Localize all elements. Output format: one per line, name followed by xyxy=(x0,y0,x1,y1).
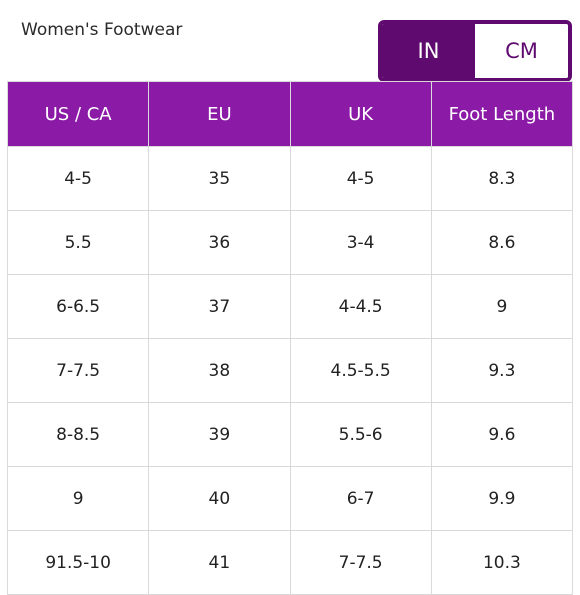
table-row: 5.5 36 3-4 8.6 xyxy=(6,210,574,275)
cell-foot-length: 9.6 xyxy=(430,402,574,467)
cell-foot-length: 8.6 xyxy=(430,210,574,275)
cell-eu: 40 xyxy=(148,466,291,531)
cell-uk: 7-7.5 xyxy=(289,530,432,595)
table-row: 91.5-10 41 7-7.5 10.3 xyxy=(6,530,574,595)
table-row: 4-5 35 4-5 8.3 xyxy=(6,146,574,211)
unit-option-in[interactable]: IN xyxy=(382,24,475,78)
cell-us-ca: 6-6.5 xyxy=(6,274,150,339)
column-header-us-ca: US / CA xyxy=(6,81,150,147)
unit-toggle: IN CM xyxy=(378,20,572,82)
cell-uk: 4-4.5 xyxy=(289,274,432,339)
cell-uk: 5.5-6 xyxy=(289,402,432,467)
column-header-eu: EU xyxy=(148,81,291,147)
cell-eu: 37 xyxy=(148,274,291,339)
cell-us-ca: 4-5 xyxy=(6,146,150,211)
column-header-uk: UK xyxy=(289,81,432,147)
cell-eu: 39 xyxy=(148,402,291,467)
cell-uk: 3-4 xyxy=(289,210,432,275)
cell-us-ca: 9 xyxy=(6,466,150,531)
cell-foot-length: 9.9 xyxy=(430,466,574,531)
cell-uk: 6-7 xyxy=(289,466,432,531)
size-chart-table: US / CA EU UK Foot Length 4-5 35 4-5 8.3… xyxy=(6,81,574,595)
page-title: Women's Footwear xyxy=(21,20,183,40)
cell-foot-length: 9.3 xyxy=(430,338,574,403)
cell-uk: 4.5-5.5 xyxy=(289,338,432,403)
cell-foot-length: 9 xyxy=(430,274,574,339)
table-row: 8-8.5 39 5.5-6 9.6 xyxy=(6,402,574,467)
table-header-row: US / CA EU UK Foot Length xyxy=(6,81,574,147)
cell-eu: 41 xyxy=(148,530,291,595)
table-row: 7-7.5 38 4.5-5.5 9.3 xyxy=(6,338,574,403)
column-header-foot-length: Foot Length xyxy=(430,81,574,147)
cell-us-ca: 5.5 xyxy=(6,210,150,275)
cell-eu: 38 xyxy=(148,338,291,403)
cell-us-ca: 8-8.5 xyxy=(6,402,150,467)
unit-option-cm[interactable]: CM xyxy=(475,24,568,78)
table-row: 6-6.5 37 4-4.5 9 xyxy=(6,274,574,339)
cell-foot-length: 10.3 xyxy=(430,530,574,595)
cell-eu: 35 xyxy=(148,146,291,211)
cell-foot-length: 8.3 xyxy=(430,146,574,211)
cell-us-ca: 91.5-10 xyxy=(6,530,150,595)
table-row: 9 40 6-7 9.9 xyxy=(6,466,574,531)
cell-us-ca: 7-7.5 xyxy=(6,338,150,403)
cell-uk: 4-5 xyxy=(289,146,432,211)
cell-eu: 36 xyxy=(148,210,291,275)
